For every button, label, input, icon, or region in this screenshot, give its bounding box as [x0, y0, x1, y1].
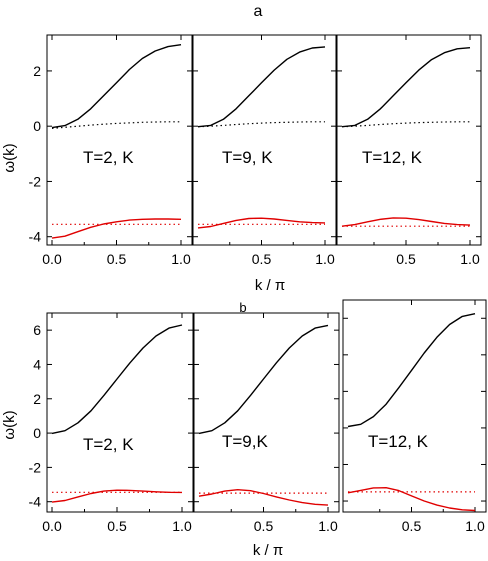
y-axis-label-b: ω(k) [1, 410, 18, 439]
curve-label: T=2, K [83, 148, 134, 167]
x-tick-label: 0.5 [252, 251, 272, 267]
x-tick-label: 0.5 [254, 518, 274, 534]
x-tick-label: 0.5 [396, 251, 416, 267]
y-tick-label: 4 [33, 356, 41, 372]
curve-label: T=12, K [368, 432, 429, 451]
subplot-a-1: 0.0 0.5 1.0 2 0 -2 -4 T=2, K [29, 34, 193, 267]
curve-label: T=2, K [83, 435, 134, 454]
series-line-3 [51, 218, 182, 239]
subplot-b-3: 0.5 1.0 T=12, K [342, 299, 487, 534]
x-tick-label: 0.5 [402, 518, 422, 534]
subplot-a-3: 0.5 1.0 T=12, K [336, 34, 482, 267]
subplot-a-2: 0.5 1.0 T=9, K [192, 34, 337, 267]
y-tick-label: 0 [33, 425, 41, 441]
y-tick-label: -4 [29, 229, 42, 245]
series-line-2 [347, 487, 476, 512]
series-line-1 [198, 324, 329, 435]
x-tick-label: 1.0 [171, 251, 191, 267]
plot-frame [336, 34, 482, 246]
plot-frame [46, 312, 194, 513]
y-tick-label: 2 [33, 391, 41, 407]
y-tick-label: 0 [33, 118, 41, 134]
curve-label: T=9, K [222, 148, 273, 167]
x-axis-label-a: k / π [255, 277, 285, 294]
y-tick-label: -2 [29, 459, 42, 475]
plot-frame [342, 299, 487, 513]
x-axis-label-b: k / π [253, 542, 283, 559]
series-line-1 [51, 324, 183, 435]
curve-label: T=9,K [222, 432, 268, 451]
series-line-3 [341, 217, 471, 227]
series-line-1 [347, 313, 476, 428]
x-tick-label: 0.0 [42, 251, 62, 267]
x-tick-label: 0.5 [107, 251, 127, 267]
x-tick-label: 1.0 [465, 518, 485, 534]
subplot-b-2: 0.5 1.0 T=9,K [193, 312, 340, 534]
x-tick-label: 1.0 [460, 251, 480, 267]
plot-frame [193, 312, 340, 513]
panel-label-a: a [254, 3, 263, 20]
x-tick-label: 1.0 [172, 518, 192, 534]
series-line-2 [197, 121, 325, 128]
y-tick-label: -4 [29, 494, 42, 510]
y-tick-label: 6 [33, 322, 41, 338]
x-tick-label: 0.0 [42, 518, 62, 534]
panel-label-b: b [239, 300, 246, 315]
series-line-1 [51, 44, 182, 129]
curve-label: T=12, K [362, 148, 423, 167]
x-tick-label: 0.5 [107, 518, 127, 534]
plot-frame [46, 34, 193, 246]
plot-frame [192, 34, 337, 246]
x-tick-label: 1.0 [315, 251, 335, 267]
subplot-b-1: 0.0 0.5 1.0 6 4 2 0 -2 -4 T=2, K [29, 312, 194, 534]
series-line-1 [341, 47, 471, 128]
y-axis-label-a: ω(k) [1, 143, 18, 172]
series-line-3 [197, 217, 326, 229]
y-tick-label: -2 [29, 173, 42, 189]
series-line-2 [341, 121, 470, 128]
x-tick-label: 1.0 [318, 518, 338, 534]
y-tick-label: 2 [33, 63, 41, 79]
series-line-1 [197, 46, 326, 128]
